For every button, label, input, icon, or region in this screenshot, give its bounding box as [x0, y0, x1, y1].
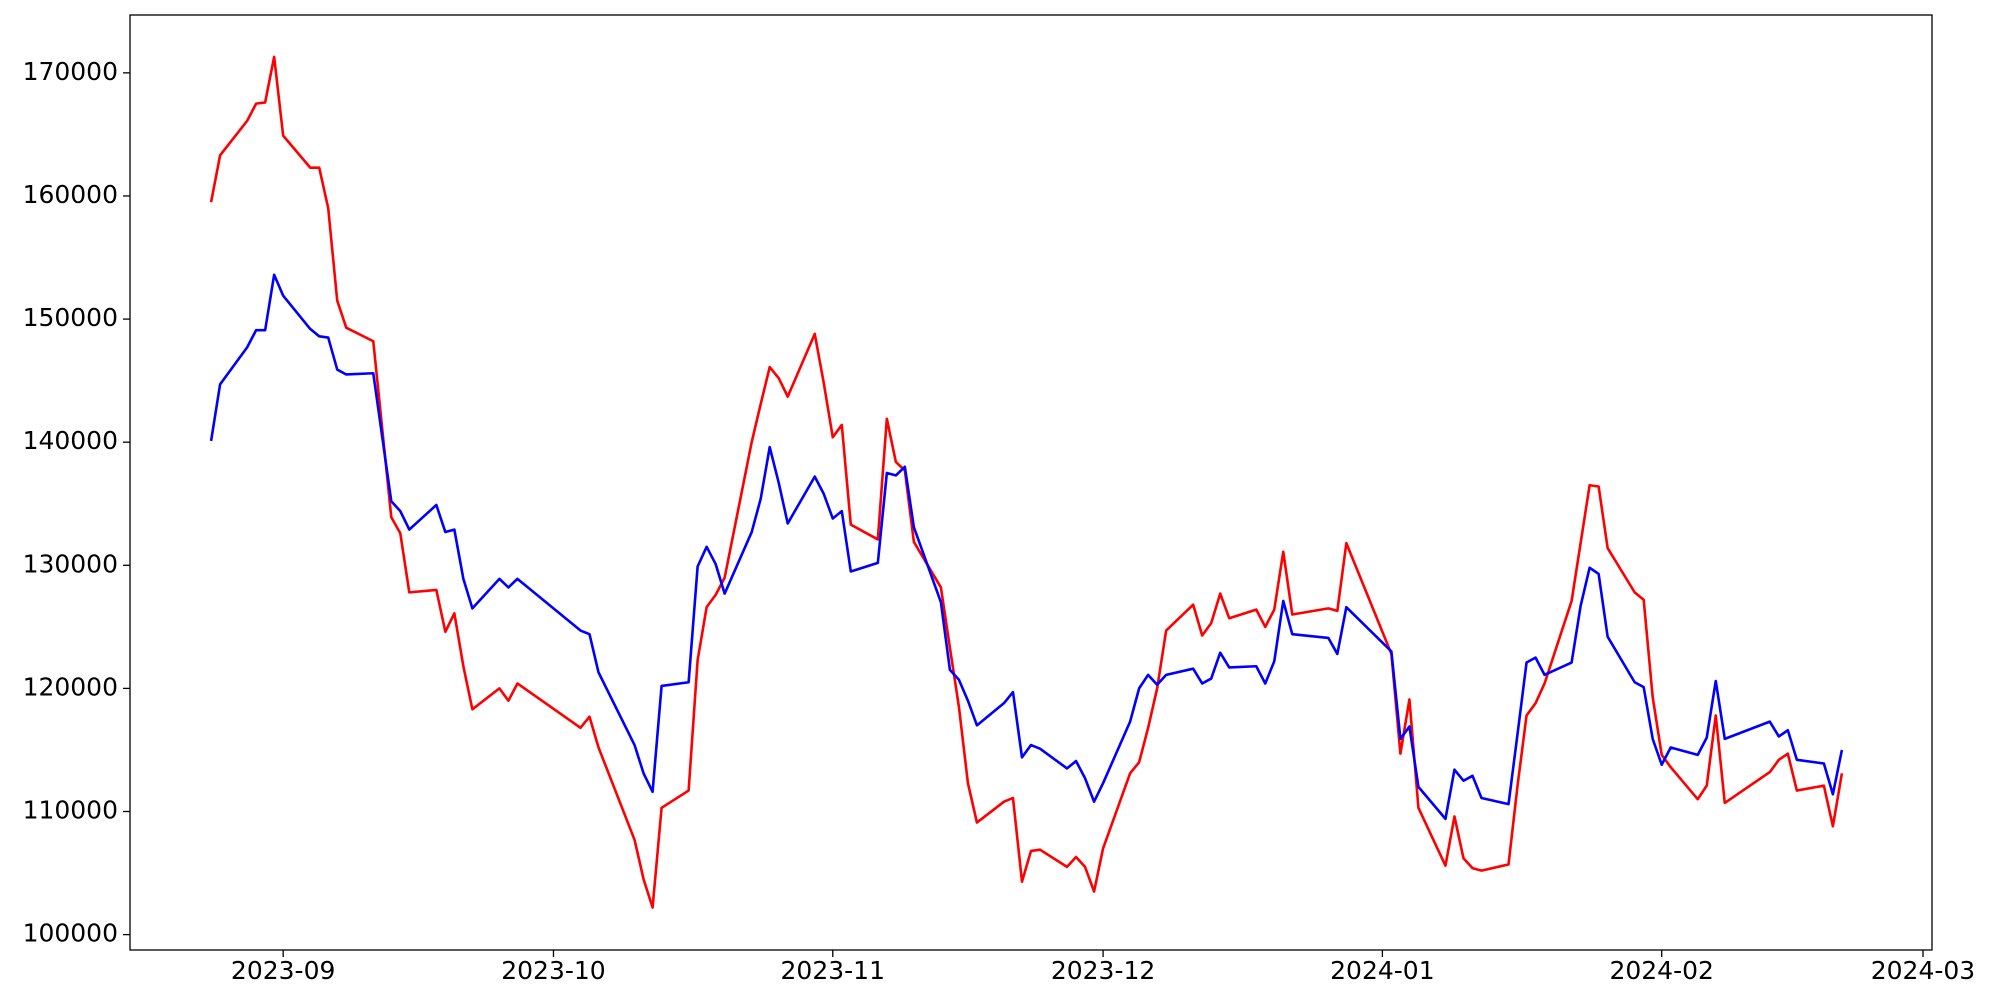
x-tick-label: 2023-09 — [231, 956, 335, 985]
y-tick-label: 170000 — [23, 57, 118, 86]
y-tick-label: 120000 — [23, 672, 118, 701]
y-tick-label: 150000 — [23, 303, 118, 332]
plot-frame — [129, 14, 1933, 951]
y-tick-label: 130000 — [23, 549, 118, 578]
y-tick-label: 140000 — [23, 426, 118, 455]
x-tick-label: 2024-02 — [1609, 956, 1713, 985]
y-tick-label: 100000 — [23, 919, 118, 948]
series-line — [209, 55, 1844, 909]
y-tick-label: 160000 — [23, 180, 118, 209]
x-tick-label: 2024-03 — [1871, 956, 1975, 985]
y-tick-label: 110000 — [23, 796, 118, 825]
x-tick-label: 2024-01 — [1330, 956, 1434, 985]
x-tick-label: 2023-11 — [781, 956, 885, 985]
x-tick-label: 2023-10 — [501, 956, 605, 985]
series-line — [209, 273, 1844, 821]
x-tick-label: 2023-12 — [1051, 956, 1155, 985]
